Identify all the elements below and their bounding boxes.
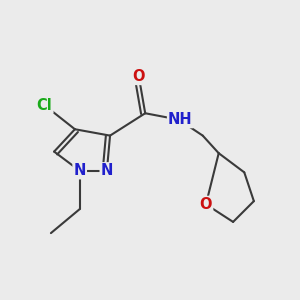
Text: O: O: [200, 197, 212, 212]
Text: N: N: [74, 163, 86, 178]
Text: Cl: Cl: [37, 98, 52, 113]
Text: NH: NH: [168, 112, 193, 127]
Text: O: O: [133, 69, 145, 84]
Text: N: N: [101, 163, 113, 178]
